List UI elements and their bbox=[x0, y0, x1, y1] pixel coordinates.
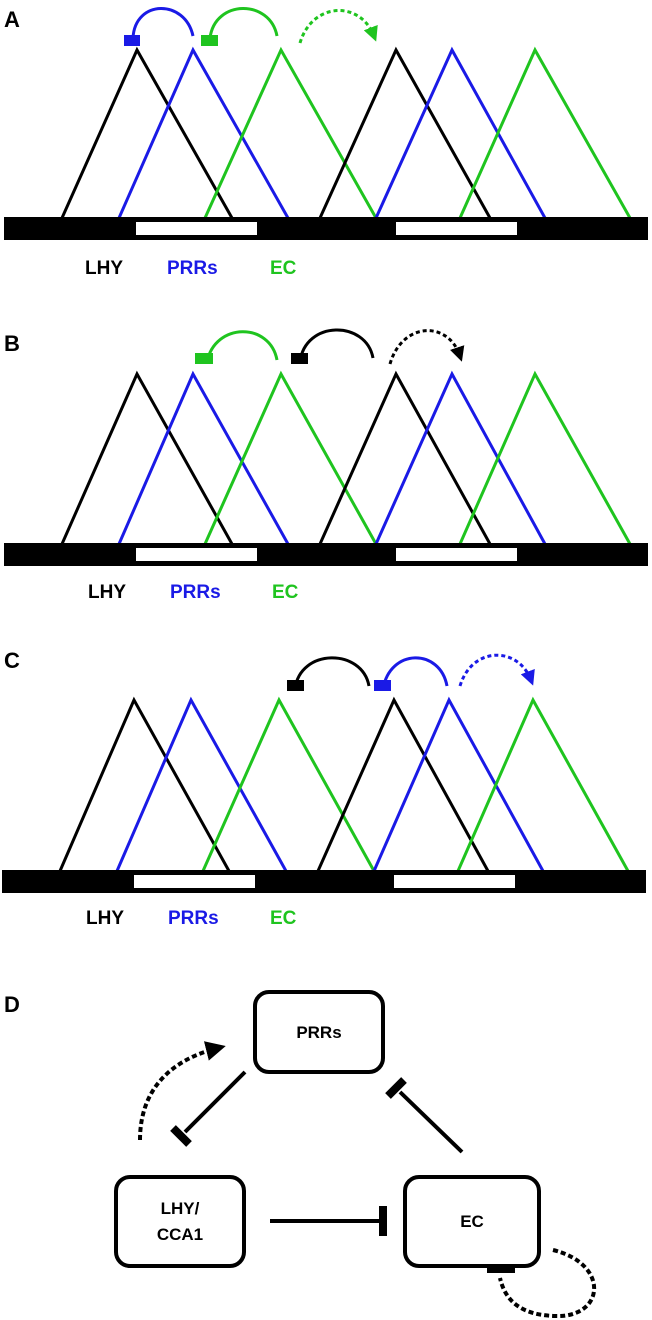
panel-b: B LHY PRRs EC bbox=[4, 328, 648, 603]
legend-lhy: LHY bbox=[88, 582, 126, 603]
lhy-peak bbox=[316, 696, 490, 872]
peak-curves bbox=[58, 696, 630, 872]
prrs-peak bbox=[117, 46, 290, 219]
ec-dotted-self-loop bbox=[498, 1248, 596, 1319]
repression-bar bbox=[170, 1125, 192, 1147]
lhy-repression-bar bbox=[291, 353, 308, 364]
legend-prrs: PRRs bbox=[170, 582, 221, 603]
regulation-arrows bbox=[287, 653, 535, 691]
lhy-repression-bar bbox=[287, 680, 304, 691]
ec-repression-bar bbox=[195, 353, 213, 364]
legend: LHY PRRs EC bbox=[85, 258, 297, 279]
node-ec-label: EC bbox=[460, 1212, 484, 1231]
prrs-peak bbox=[374, 46, 547, 219]
legend: LHY PRRs EC bbox=[88, 582, 299, 603]
node-ec: EC bbox=[403, 1175, 541, 1268]
ec-peak bbox=[456, 696, 630, 872]
legend: LHY PRRs EC bbox=[86, 908, 297, 929]
ec-represses-prrs bbox=[398, 1090, 464, 1154]
panel-label: B bbox=[4, 331, 20, 356]
legend-ec: EC bbox=[272, 582, 299, 603]
ec-peak bbox=[458, 370, 632, 545]
ec-peak bbox=[203, 370, 378, 545]
legend-lhy: LHY bbox=[86, 908, 124, 929]
prrs-peak bbox=[372, 696, 545, 872]
panel-label: C bbox=[4, 648, 20, 673]
legend-ec: EC bbox=[270, 258, 297, 279]
lhy-peak bbox=[318, 46, 492, 219]
prrs-repression-arc bbox=[381, 656, 449, 690]
node-cca1-label: CCA1 bbox=[157, 1225, 203, 1244]
day-segment bbox=[396, 222, 517, 235]
day-segment bbox=[136, 548, 257, 561]
lhy-dotted-arrow bbox=[388, 329, 465, 365]
day-segment bbox=[136, 222, 257, 235]
prrs-peak bbox=[374, 370, 547, 545]
panel-label: A bbox=[4, 7, 20, 32]
prrs-represses-lhy bbox=[183, 1070, 247, 1134]
day-night-bar bbox=[2, 870, 646, 893]
ec-repression-bar bbox=[201, 35, 218, 46]
repression-bar bbox=[487, 1264, 515, 1273]
lhy-peak bbox=[60, 46, 234, 219]
repression-bar bbox=[385, 1077, 407, 1099]
prrs-repression-bar bbox=[124, 35, 140, 46]
panel-c: C LHY PRRs EC bbox=[2, 648, 646, 929]
prrs-repression-bar bbox=[374, 680, 391, 691]
prrs-repression-arc bbox=[131, 7, 195, 39]
regulation-arrows bbox=[124, 7, 378, 46]
peak-curves bbox=[60, 46, 632, 219]
regulation-arrows bbox=[195, 328, 465, 365]
ec-repression-arc bbox=[205, 330, 279, 363]
ec-peak bbox=[201, 696, 376, 872]
lhy-repression-arc bbox=[293, 656, 371, 690]
prrs-dotted-arrow bbox=[458, 653, 535, 687]
day-night-bar bbox=[4, 217, 648, 240]
legend-prrs: PRRs bbox=[168, 908, 219, 929]
day-segment bbox=[396, 548, 517, 561]
day-segment bbox=[134, 875, 255, 888]
lhy-peak bbox=[60, 370, 234, 545]
ec-peak bbox=[458, 46, 632, 219]
prrs-peak bbox=[115, 696, 288, 872]
ec-peak bbox=[203, 46, 378, 219]
panel-label: D bbox=[4, 992, 20, 1017]
lhy-peak bbox=[318, 370, 492, 545]
legend-prrs: PRRs bbox=[167, 258, 218, 279]
node-prrs-label: PRRs bbox=[296, 1023, 341, 1042]
panel-d: D PRRs LHY/ CCA1 EC bbox=[4, 990, 596, 1319]
day-night-bar bbox=[4, 543, 648, 566]
ec-dotted-arrow bbox=[298, 9, 378, 44]
prrs-peak bbox=[117, 370, 290, 545]
panel-a: A LHY PRRs EC bbox=[4, 7, 648, 279]
node-prrs: PRRs bbox=[253, 990, 385, 1074]
lhy-peak bbox=[58, 696, 231, 872]
ec-repression-arc bbox=[208, 7, 279, 39]
peak-curves bbox=[60, 370, 632, 545]
node-lhy-cca1: LHY/ CCA1 bbox=[114, 1175, 246, 1268]
legend-lhy: LHY bbox=[85, 258, 123, 279]
node-lhy-label: LHY/ bbox=[161, 1199, 200, 1218]
lhy-dotted-activation bbox=[138, 1041, 226, 1141]
network-edges bbox=[138, 1041, 596, 1319]
day-segment bbox=[394, 875, 515, 888]
lhy-repression-arc bbox=[298, 328, 375, 363]
legend-ec: EC bbox=[270, 908, 297, 929]
